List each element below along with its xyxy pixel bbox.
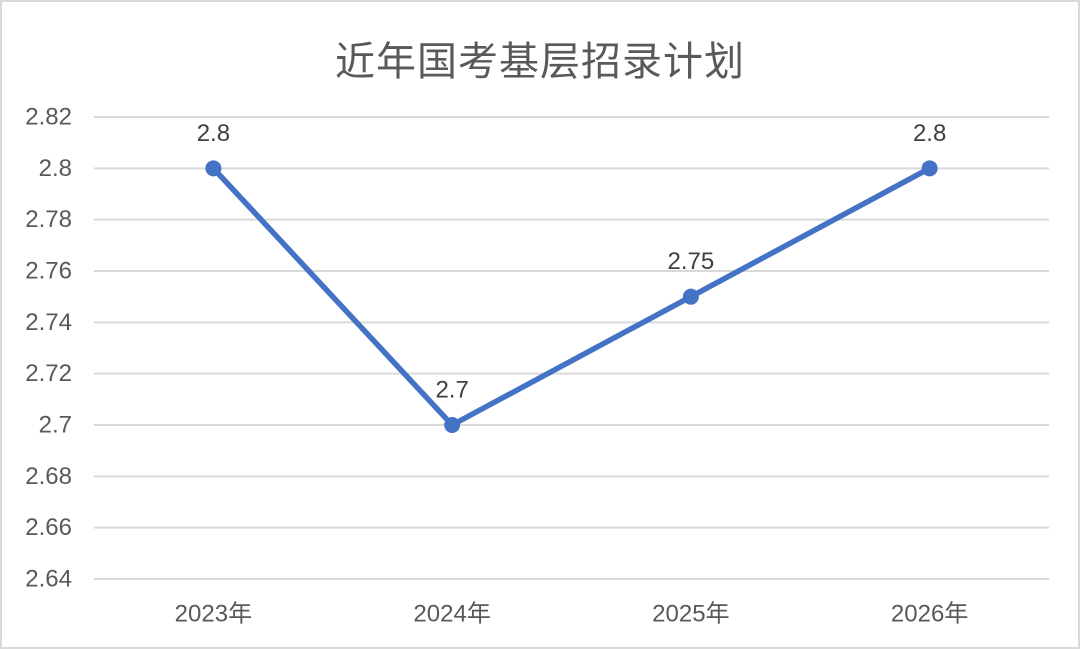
data-point-marker (205, 160, 222, 177)
data-point-label: 2.8 (913, 120, 946, 147)
y-axis-tick-label: 2.8 (39, 155, 72, 182)
x-axis-tick-label: 2026年 (891, 601, 968, 628)
data-point-marker (444, 417, 461, 433)
y-axis-tick-label: 2.82 (25, 104, 72, 131)
x-axis-tick-label: 2024年 (413, 601, 490, 628)
data-point-label: 2.8 (197, 120, 230, 147)
data-point-marker (921, 160, 938, 177)
y-axis-tick-label: 2.7 (39, 412, 72, 439)
y-axis-tick-label: 2.66 (25, 514, 72, 541)
data-point-label: 2.7 (435, 377, 468, 404)
x-axis-tick-label: 2025年 (652, 601, 729, 628)
y-axis-tick-label: 2.78 (25, 206, 72, 233)
data-point-marker (682, 288, 699, 305)
y-axis-tick-label: 2.68 (25, 463, 72, 490)
data-point-label: 2.75 (668, 248, 715, 275)
y-axis-tick-label: 2.76 (25, 258, 72, 285)
y-axis-tick-label: 2.64 (25, 566, 72, 593)
series-line (210, 165, 933, 428)
y-axis-tick-label: 2.74 (25, 309, 72, 336)
y-axis-tick-label: 2.72 (25, 360, 72, 387)
x-axis-tick-label: 2023年 (175, 601, 252, 628)
